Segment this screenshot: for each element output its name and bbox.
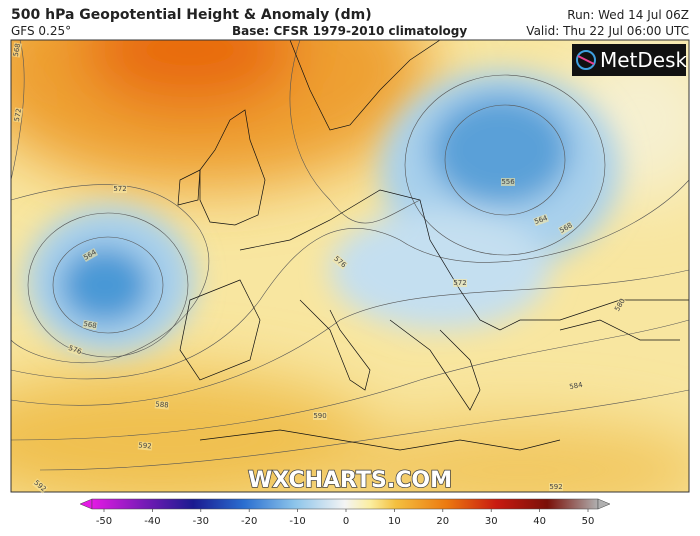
- contour-label-bg: [332, 254, 348, 270]
- run: Run: Wed 14 Jul 06Z: [567, 8, 689, 22]
- coastlines: [177, 40, 689, 451]
- contour-label-bg: [11, 42, 23, 58]
- colorbar-tick-label: 0: [343, 516, 349, 527]
- contour-label-bg: [113, 185, 127, 193]
- colorbar-tick-label: -50: [96, 516, 112, 527]
- contour-label-bg: [568, 380, 584, 392]
- watermark: WXCHARTS.COM: [248, 468, 452, 493]
- logo-mark: [576, 50, 596, 70]
- colorbar: -50 -40 -30 -20 -10 0 10 20 30 40 50: [79, 498, 611, 527]
- contour-label: 572: [113, 185, 126, 193]
- valid: Valid: Thu 22 Jul 06:00 UTC: [526, 24, 689, 38]
- contour-label: 572: [453, 279, 466, 287]
- colorbar-tick-label: 10: [388, 516, 401, 527]
- logo-box: [572, 44, 686, 76]
- contour-label-bg: [557, 221, 575, 235]
- colorbar-tick-label: -10: [289, 516, 305, 527]
- map-frame: [10, 39, 690, 493]
- contour-label-bg: [533, 213, 549, 227]
- contour-label-bg: [613, 296, 627, 314]
- contour-label-bg: [12, 107, 24, 123]
- map-area: [11, 40, 689, 492]
- contour-label: 568: [12, 43, 22, 58]
- contours: [11, 40, 689, 471]
- colorbar-tick-label: -20: [241, 516, 257, 527]
- contour-label: 584: [569, 381, 584, 391]
- contour-label-bg: [154, 400, 170, 410]
- colorbar-tick-label: 50: [582, 516, 595, 527]
- contour-label-bg: [549, 483, 563, 491]
- contour-label-bg: [32, 478, 48, 494]
- base: Base: CFSR 1979-2010 climatology: [232, 24, 467, 38]
- colorbar-tick-label: 20: [436, 516, 449, 527]
- contour-labels: 5685725725645685765885925925765725565645…: [11, 42, 627, 494]
- contour-label: 592: [138, 441, 152, 450]
- contour-label-bg: [137, 441, 153, 451]
- colorbar-tick-label: -30: [193, 516, 209, 527]
- contour-label-bg: [313, 412, 327, 420]
- logo-text: MetDesk: [600, 48, 688, 72]
- contour-label-bg: [453, 279, 467, 287]
- contour-label: 572: [13, 108, 23, 123]
- contour-label: 590: [313, 412, 326, 420]
- title: 500 hPa Geopotential Height & Anomaly (d…: [11, 7, 372, 23]
- contour-label: 592: [549, 483, 562, 491]
- model: GFS 0.25°: [11, 24, 71, 38]
- colorbar-tick-label: 40: [533, 516, 546, 527]
- contour-label-bg: [67, 343, 83, 357]
- colorbar-tick-label: -40: [144, 516, 160, 527]
- contour-label: 556: [501, 178, 515, 186]
- contour-label: 588: [155, 400, 169, 409]
- contour-label-bg: [82, 319, 98, 331]
- colorbar-tick-label: 30: [485, 516, 498, 527]
- contour-label: 568: [83, 320, 98, 330]
- contour-label-bg: [81, 248, 99, 262]
- contour-label-bg: [501, 178, 515, 186]
